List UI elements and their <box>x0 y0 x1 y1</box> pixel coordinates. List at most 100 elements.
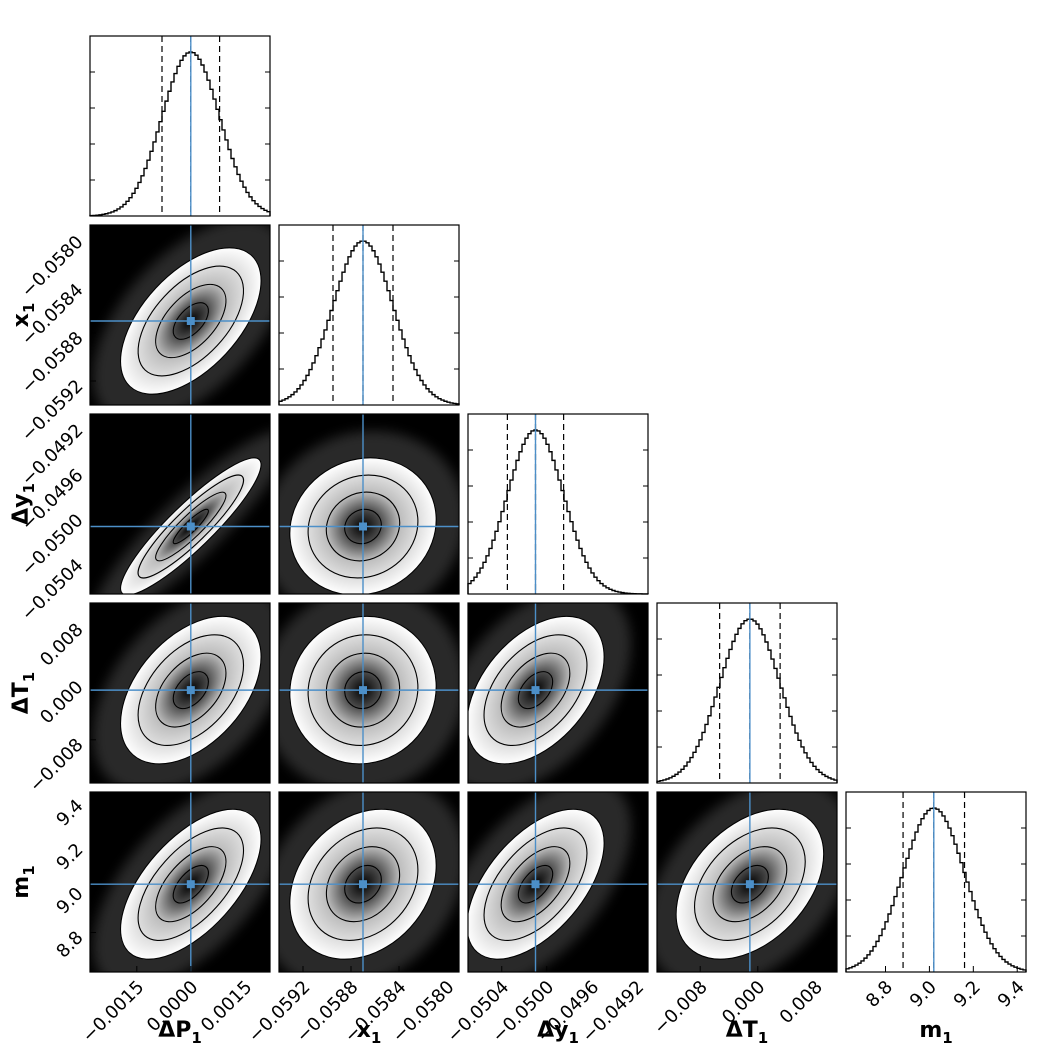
contour-3 <box>289 615 437 765</box>
contour-3 <box>468 808 605 960</box>
truth-marker <box>186 880 195 889</box>
truth-marker <box>531 686 540 695</box>
x-tick-label-m1-2: 9.2 <box>950 977 985 1012</box>
density-panel-T1-vs-x1 <box>278 602 460 784</box>
contour-2 <box>137 634 245 747</box>
contour-0 <box>172 864 209 904</box>
panel-frame <box>278 602 460 784</box>
density-panel-m1-vs-T1 <box>656 791 838 973</box>
x-axis-title-T1: ΔT1 <box>726 1018 768 1047</box>
density-panel-T1-vs-y1 <box>467 602 649 784</box>
histogram-frame <box>278 224 460 406</box>
histogram-T1 <box>656 602 838 784</box>
y-axis-title-m1: m1 <box>9 865 38 898</box>
panel-frame <box>278 413 460 595</box>
x-tick-label-dP1-0: −0.0015 <box>78 977 148 1047</box>
contour-1 <box>155 846 227 923</box>
y-axis-title-y1: Δy1 <box>9 483 38 525</box>
x-tick-label-T1-2: 0.008 <box>776 977 827 1028</box>
contour-0 <box>344 508 382 545</box>
contour-0 <box>730 864 769 904</box>
x-axis-title-dP1: ΔP1 <box>158 1018 202 1047</box>
contour-3 <box>119 615 262 765</box>
contour-2 <box>137 474 245 579</box>
density-panel-x1-vs-dP1 <box>89 224 271 406</box>
y-tick-label-T1-0: −0.008 <box>26 734 88 796</box>
y-tick-label-m1-3: 9.4 <box>52 795 87 830</box>
panel-frame <box>89 413 271 595</box>
truth-marker <box>359 522 367 531</box>
x-axis-title-y1: Δy1 <box>537 1018 579 1047</box>
contour-3 <box>119 247 262 395</box>
contour-3 <box>289 457 437 594</box>
contour-0 <box>172 302 209 340</box>
contour-0 <box>172 671 209 710</box>
density-panel-m1-vs-x1 <box>278 791 460 973</box>
contour-3 <box>675 808 825 960</box>
x-tick-label-m1-3: 9.4 <box>994 977 1029 1012</box>
x-tick-label-dP1-2: 0.0015 <box>197 977 256 1036</box>
histogram-x1 <box>278 224 460 406</box>
panel-frame <box>467 791 649 973</box>
y-axis-title-T1: ΔT1 <box>9 672 38 714</box>
contour-0 <box>344 864 382 904</box>
panel-frame <box>89 791 271 973</box>
histogram-frame-bg <box>846 792 1026 972</box>
y-axis-title-x1: x1 <box>9 303 38 328</box>
y-tick-label-m1-2: 9.2 <box>52 839 87 874</box>
panel-frame <box>89 602 271 784</box>
truth-marker <box>531 880 540 889</box>
truth-marker <box>186 522 195 531</box>
contour-2 <box>307 827 419 941</box>
histogram-frame-bg <box>657 603 837 783</box>
histogram-frame <box>89 35 271 217</box>
contour-3 <box>468 615 605 765</box>
contour-1 <box>155 652 227 728</box>
density-panel-m1-vs-y1 <box>467 791 649 973</box>
histogram-frame <box>656 602 838 784</box>
contour-2 <box>307 474 419 579</box>
y-tick-label-m1-0: 8.8 <box>52 927 87 962</box>
x-tick-label-m1-1: 9.0 <box>906 977 941 1012</box>
contour-1 <box>155 491 227 562</box>
density-panel-T1-vs-dP1 <box>89 602 271 784</box>
x-tick-label-T1-0: −0.008 <box>650 977 712 1039</box>
contour-1 <box>500 652 571 728</box>
histogram-curve-y1 <box>467 429 649 595</box>
truth-marker <box>359 880 367 889</box>
contour-3 <box>119 457 262 594</box>
histogram-frame <box>467 413 649 595</box>
histogram-curve-m1 <box>845 807 1027 972</box>
panel-frame <box>656 791 838 973</box>
histogram-dP1 <box>89 35 271 217</box>
density-panel-y1-vs-x1 <box>278 413 460 595</box>
contour-3 <box>289 808 437 960</box>
truth-marker <box>745 880 754 889</box>
truth-marker <box>186 317 195 325</box>
histogram-m1 <box>845 791 1027 973</box>
panel-frame <box>89 224 271 406</box>
x-axis-title-m1: m1 <box>919 1018 952 1047</box>
contour-2 <box>483 634 588 747</box>
contour-2 <box>693 827 806 941</box>
histogram-curve-T1 <box>656 618 838 783</box>
contour-3 <box>119 808 262 960</box>
x-tick-label-m1-0: 8.8 <box>862 977 897 1012</box>
contour-1 <box>712 846 788 923</box>
contour-0 <box>517 671 554 710</box>
histogram-y1 <box>467 413 649 595</box>
contour-2 <box>483 827 588 941</box>
panel-frame <box>467 602 649 784</box>
histogram-curve-dP1 <box>89 51 271 217</box>
y-tick-label-T1-1: 0.000 <box>36 677 87 728</box>
histogram-curve-x1 <box>278 240 460 405</box>
density-panel-m1-vs-dP1 <box>89 791 271 973</box>
panel-frame <box>278 791 460 973</box>
truth-marker <box>186 686 195 695</box>
contour-1 <box>325 491 401 562</box>
contour-1 <box>500 846 571 923</box>
contour-2 <box>307 634 419 747</box>
truth-marker <box>359 686 367 695</box>
contour-1 <box>325 652 401 728</box>
